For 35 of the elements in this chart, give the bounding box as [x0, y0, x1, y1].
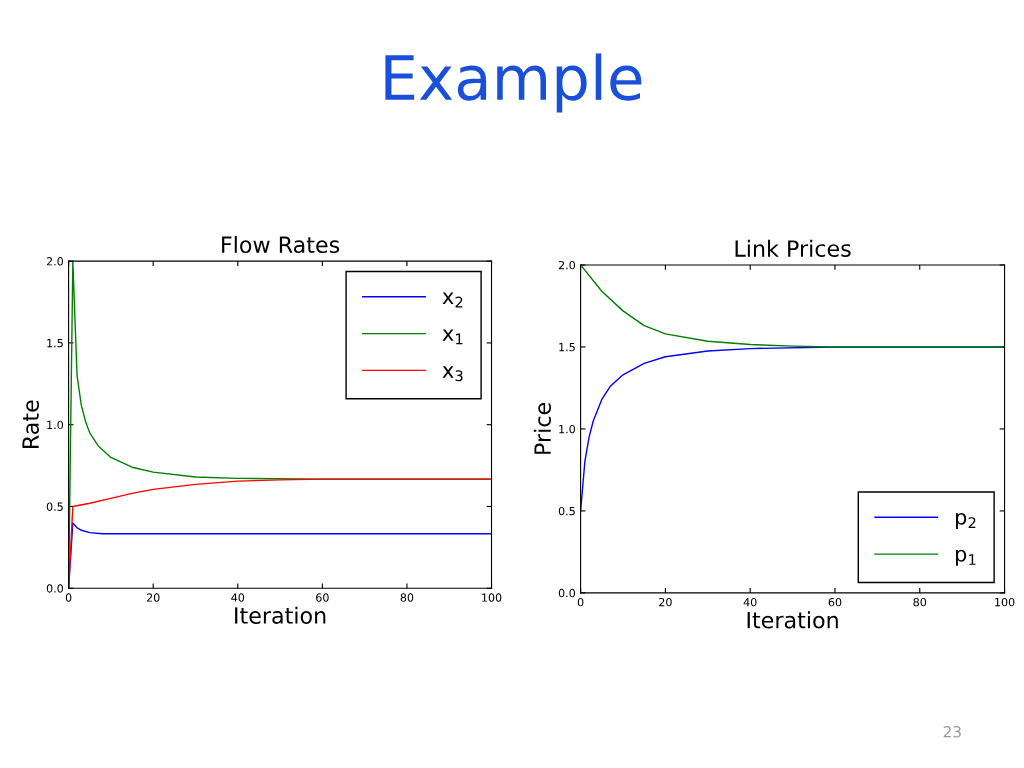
- text: 23: [943, 725, 961, 738]
- y-axis-title: Price: [533, 403, 551, 454]
- y-tick-label: 0.5: [558, 506, 575, 516]
- chart-title: Flow Rates: [222, 235, 340, 254]
- y-tick-label: 1.0: [559, 424, 576, 434]
- y-tick-label: 1.5: [559, 343, 575, 352]
- y-tick-label: 0.0: [558, 588, 576, 598]
- y-tick-label: 1.5: [47, 339, 63, 348]
- x-axis-title: Iteration: [235, 606, 326, 624]
- x-tick-label: 0: [65, 593, 72, 602]
- legend-label: p$_{1}$: [956, 549, 976, 566]
- y-tick-label: 1.0: [47, 420, 64, 430]
- x-tick-label: 60: [316, 593, 329, 602]
- x-tick-label: 100: [482, 593, 502, 602]
- x-tick-label: 40: [231, 593, 245, 602]
- legend-label: p$_{2}$: [956, 512, 976, 529]
- x-tick-label: 60: [828, 597, 842, 607]
- text: Example: [385, 53, 642, 113]
- legend-label: x$_{2}$: [442, 292, 463, 308]
- chart-title: Link Prices: [735, 239, 851, 257]
- x-tick-label: 40: [743, 597, 757, 607]
- x-axis-title: Iteration: [747, 611, 838, 629]
- x-tick-label: 20: [659, 597, 672, 607]
- x-tick-label: 80: [400, 593, 414, 602]
- legend-label: x$_{3}$: [442, 366, 463, 382]
- x-tick-label: 0: [577, 597, 584, 607]
- y-tick-label: 0.5: [46, 502, 63, 511]
- legend-label: x$_{1}$: [442, 329, 463, 345]
- x-tick-label: 20: [146, 593, 160, 602]
- y-tick-label: 0.0: [46, 584, 64, 593]
- y-tick-label: 2.0: [46, 257, 64, 266]
- x-tick-label: 80: [913, 597, 927, 607]
- y-axis-title: Rate: [22, 400, 39, 448]
- x-tick-label: 100: [995, 597, 1015, 607]
- y-tick-label: 2.0: [558, 260, 576, 270]
